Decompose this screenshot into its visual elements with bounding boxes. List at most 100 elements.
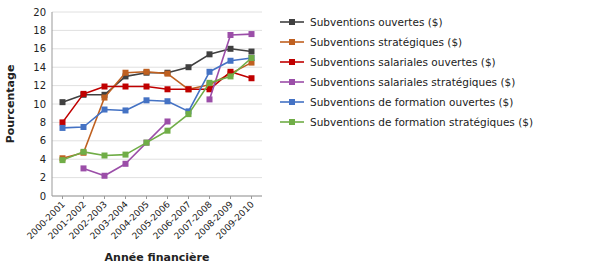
y-tick-label: 4: [40, 154, 46, 165]
x-tick: [230, 196, 231, 199]
y-tick-label: 18: [33, 25, 46, 36]
point: [102, 173, 108, 179]
point: [249, 49, 255, 55]
point: [123, 152, 129, 158]
point: [249, 55, 255, 61]
point: [102, 84, 108, 90]
y-tick-label: 16: [33, 43, 46, 54]
point: [165, 71, 171, 77]
x-tick: [62, 196, 63, 199]
grid-line: [52, 104, 262, 105]
point: [144, 140, 150, 146]
point: [60, 99, 66, 105]
plot-area: [60, 31, 255, 179]
grid-line: [52, 122, 262, 123]
point: [102, 107, 108, 113]
x-tick-label: 2009-2010: [214, 199, 256, 241]
point: [144, 84, 150, 90]
point: [144, 69, 150, 75]
point: [123, 161, 129, 167]
grid-line: [52, 177, 262, 178]
legend-label: Subventions de formation stratégiques ($…: [310, 116, 533, 128]
series-line: [63, 58, 252, 128]
legend: Subventions ouvertes ($) Subventions stra…: [280, 16, 533, 128]
point: [186, 86, 192, 92]
y-tick-label: 0: [40, 191, 46, 202]
legend-marker: [289, 79, 295, 85]
grid-line: [52, 67, 262, 68]
grid-line: [52, 85, 262, 86]
point: [165, 98, 171, 104]
y-tick-label: 20: [33, 7, 46, 18]
y-tick-label: 2: [40, 172, 46, 183]
grid-line: [52, 140, 262, 141]
point: [186, 86, 192, 92]
point: [228, 46, 234, 52]
x-tick: [188, 196, 189, 199]
y-tick-label: 14: [33, 62, 46, 73]
x-tick: [146, 196, 147, 199]
grid-line: [52, 30, 262, 31]
point: [228, 58, 234, 64]
point: [165, 118, 171, 124]
grid-line: [52, 12, 262, 13]
y-axis: [52, 12, 53, 196]
x-tick: [104, 196, 105, 199]
point: [81, 149, 87, 155]
point: [207, 69, 213, 75]
x-tick: [125, 196, 126, 199]
grid: [52, 12, 262, 196]
point: [249, 55, 255, 61]
legend-marker: [289, 119, 295, 125]
legend-label: Subventions ouvertes ($): [310, 16, 443, 28]
legend-label: Subventions de formation ouvertes ($): [310, 96, 513, 108]
series-line: [84, 34, 252, 176]
point: [102, 95, 108, 101]
series: [60, 60, 255, 162]
legend-label: Subventions stratégiques ($): [310, 36, 462, 48]
point: [60, 125, 66, 131]
point: [207, 51, 213, 57]
y-tick-label: 6: [40, 135, 46, 146]
x-tick: [209, 196, 210, 199]
point: [81, 124, 87, 130]
series-line: [63, 63, 252, 159]
point: [81, 91, 87, 97]
series: [81, 31, 255, 179]
x-tick: [83, 196, 84, 199]
point: [102, 153, 108, 159]
y-tick-label: 8: [40, 117, 46, 128]
y-axis-label: Pourcentage: [4, 65, 17, 144]
series-line: [63, 58, 252, 160]
y-tick-label: 12: [33, 80, 46, 91]
grid-line: [52, 159, 262, 160]
point: [60, 119, 66, 125]
point: [165, 128, 171, 134]
legend-label: Subventions salariales ouvertes ($): [310, 56, 496, 68]
point: [81, 165, 87, 171]
point: [228, 32, 234, 38]
point: [144, 70, 150, 76]
legend-marker: [289, 99, 295, 105]
point: [81, 150, 87, 156]
point: [123, 70, 129, 76]
x-tick: [251, 196, 252, 199]
series: [60, 55, 255, 131]
legend-marker: [289, 19, 295, 25]
point: [186, 111, 192, 117]
series: [60, 55, 255, 163]
legend-marker: [289, 39, 295, 45]
chart: 024681012141618202000-20012001-20022002-…: [0, 0, 595, 267]
point: [165, 86, 171, 92]
x-axis-label: Année financière: [105, 251, 210, 264]
point: [186, 64, 192, 70]
y-tick-label: 10: [33, 99, 46, 110]
legend-label: Subventions salariales stratégiques ($): [310, 76, 515, 88]
point: [207, 96, 213, 102]
x-tick: [167, 196, 168, 199]
point: [249, 31, 255, 37]
point: [60, 157, 66, 163]
point: [144, 140, 150, 146]
point: [207, 80, 213, 86]
point: [144, 97, 150, 103]
